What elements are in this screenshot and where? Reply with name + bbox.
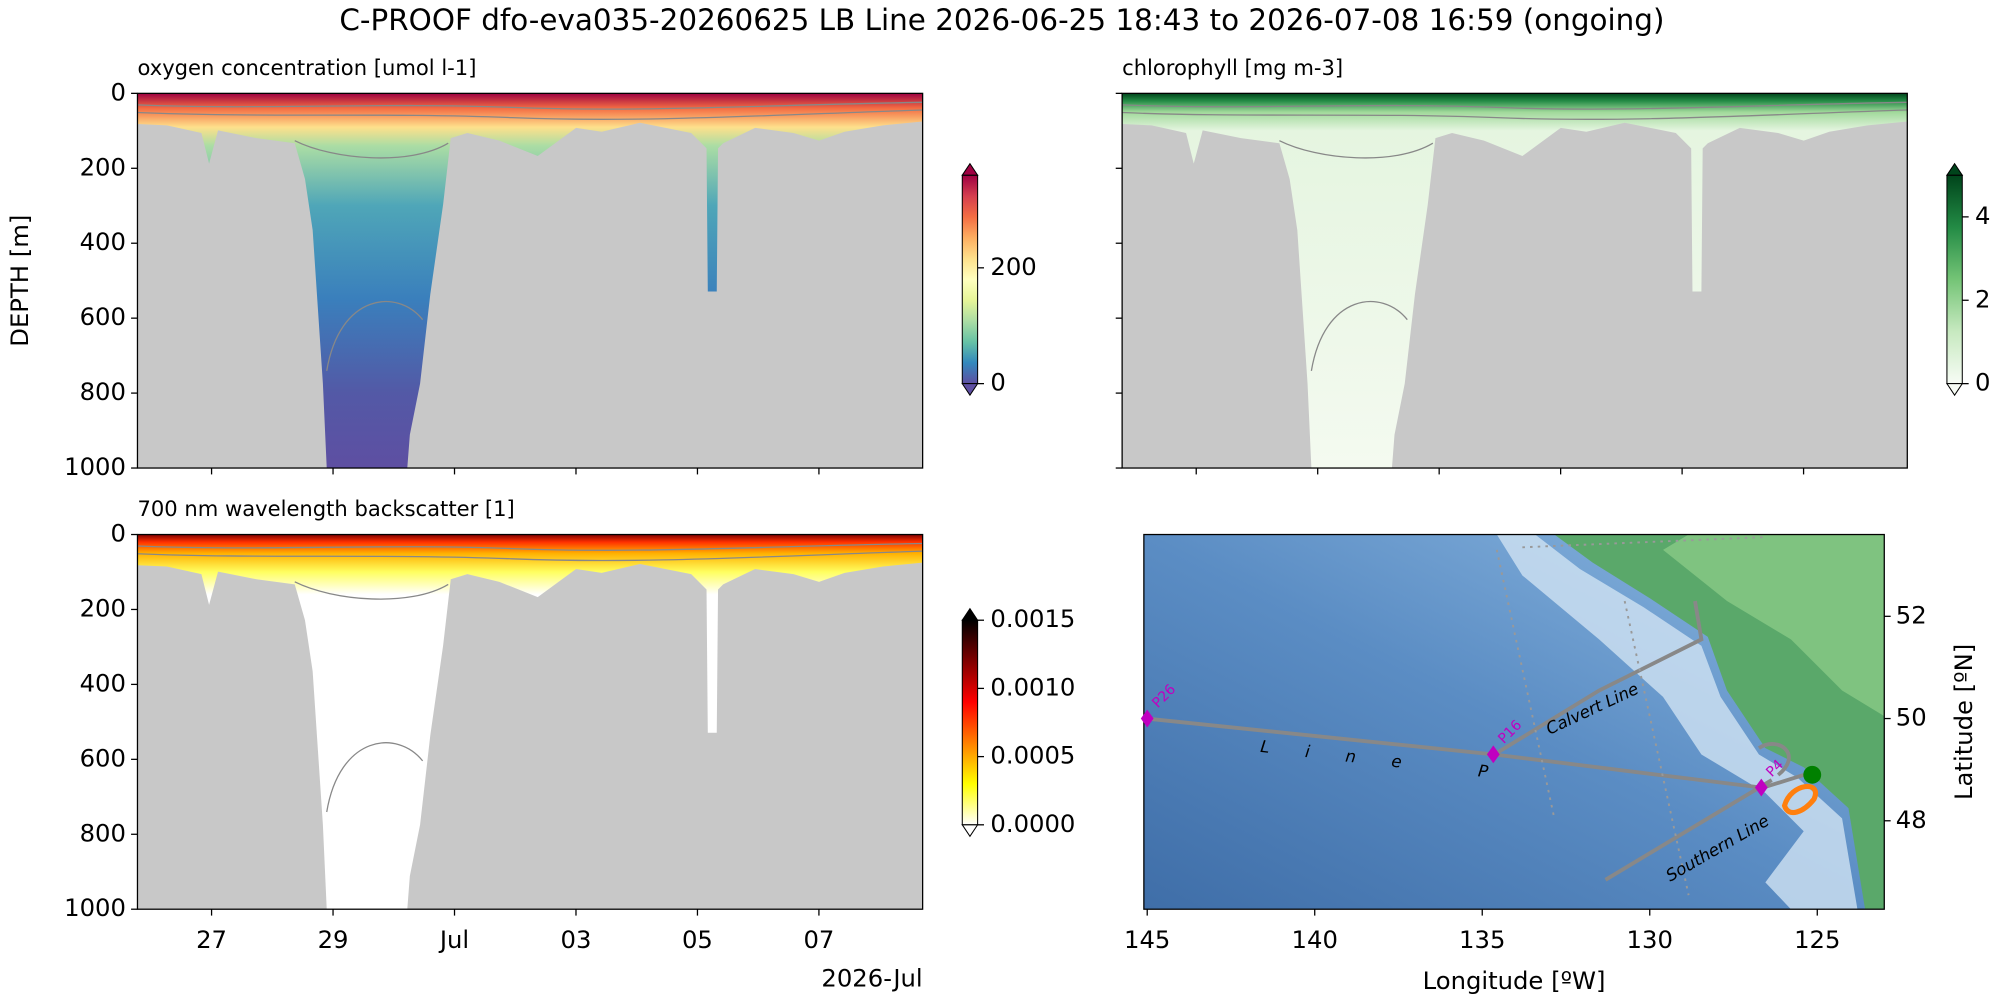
- colorbar: [1946, 174, 1963, 385]
- x-tick-label: 03: [561, 925, 592, 954]
- colorbar-extend: [961, 383, 979, 397]
- shelf: [1496, 534, 1858, 910]
- station: [1754, 778, 1768, 797]
- y-tick-label: 52: [1896, 600, 1927, 629]
- glider-position: [1803, 765, 1822, 784]
- x-tick-label: Jul: [438, 925, 469, 954]
- y-tick-label: 0: [111, 77, 126, 106]
- tracks: [1147, 600, 1805, 882]
- colorbar-tick-label: 0.0010: [990, 672, 1075, 701]
- colorbar-extend: [961, 824, 979, 838]
- y-tick-label: 200: [80, 593, 126, 622]
- x-tick-label: 145: [1124, 925, 1170, 954]
- x-axis-label: Longitude [ºW]: [1423, 966, 1606, 995]
- x-tick-label: 140: [1292, 925, 1338, 954]
- panel-bg: [137, 534, 923, 910]
- x-tick-label: 125: [1794, 925, 1840, 954]
- x-tick-label: 05: [682, 925, 713, 954]
- colorbar-extend: [961, 607, 979, 621]
- dotted-tracks: [1495, 536, 1766, 896]
- colorbar-extend: [961, 162, 979, 176]
- y-axis-label: Latitude [ºN]: [1949, 644, 1978, 800]
- track: [1522, 536, 1766, 549]
- track: [1757, 742, 1791, 777]
- colorbar-extend: [1945, 162, 1964, 176]
- y-tick-label: 1000: [64, 452, 126, 481]
- colorbar-tick-label: 2: [1975, 284, 1990, 313]
- colorbar-tick-label: 0: [990, 368, 1005, 397]
- map-layers: [1143, 534, 1885, 910]
- colorbar: [961, 174, 979, 385]
- y-tick-label: 800: [80, 377, 126, 406]
- colorbar-tick-label: 0.0000: [990, 809, 1075, 838]
- panel-bg: [1122, 93, 1908, 469]
- x-offset-label: 2026-Jul: [821, 964, 922, 993]
- y-tick-label: 0: [111, 519, 126, 548]
- panel-title: oxygen concentration [umol l-1]: [137, 55, 476, 80]
- colorbar-extend: [1945, 383, 1964, 397]
- y-tick-label: 600: [80, 743, 126, 772]
- x-tick-label: 130: [1627, 925, 1673, 954]
- colorbar-tick-label: 0.0005: [990, 741, 1075, 770]
- colorbar-tick-label: 200: [990, 252, 1036, 281]
- figure-title: C-PROOF dfo-eva035-20260625 LB Line 2026…: [339, 3, 1664, 37]
- axes-frame: [136, 533, 924, 910]
- x-tick-label: 29: [318, 925, 349, 954]
- colorbar-tick-label: 0.0015: [990, 604, 1075, 633]
- y-tick-label: 800: [80, 818, 126, 847]
- colorbar-tick-label: 4: [1975, 201, 1990, 230]
- track: [1147, 716, 1805, 790]
- axes-frame: [1121, 92, 1908, 469]
- panel-bg: [137, 93, 923, 469]
- y-tick-label: 400: [80, 227, 126, 256]
- y-tick-label: 200: [80, 152, 126, 181]
- glider-track: [1781, 783, 1818, 816]
- x-tick-label: 135: [1459, 925, 1505, 954]
- panel-title: chlorophyll [mg m-3]: [1122, 55, 1343, 80]
- panel-backgrounds: [136, 93, 1908, 910]
- colorbar-tick-label: 0: [1975, 368, 1990, 397]
- y-tick-label: 48: [1896, 805, 1927, 834]
- colorbar: [961, 619, 979, 826]
- axes-frame: [136, 92, 924, 469]
- y-tick-label: 1000: [64, 893, 126, 922]
- track: [1493, 600, 1704, 757]
- highland: [1663, 534, 1885, 717]
- x-tick-label: 07: [803, 925, 834, 954]
- panel-title: 700 nm wavelength backscatter [1]: [137, 496, 514, 521]
- y-tick-label: 600: [80, 302, 126, 331]
- x-tick-label: 27: [196, 925, 227, 954]
- station: [1486, 745, 1500, 764]
- y-axis-label: DEPTH [m]: [5, 215, 34, 347]
- y-tick-label: 400: [80, 668, 126, 697]
- y-tick-label: 50: [1896, 703, 1927, 732]
- track: [1604, 778, 1773, 882]
